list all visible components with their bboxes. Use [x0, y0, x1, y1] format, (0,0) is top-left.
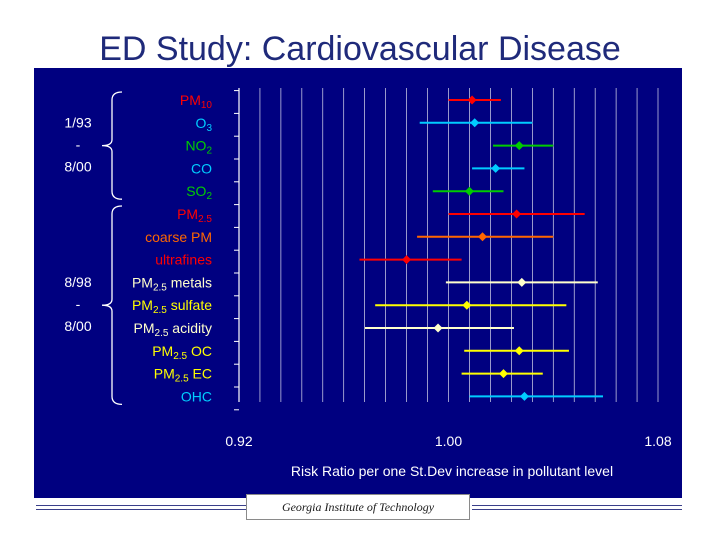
estimate-marker	[514, 141, 524, 151]
x-tick-labels: 0.92 1.00 1.08	[225, 433, 671, 449]
row-label: O3	[196, 115, 213, 134]
axes	[234, 88, 240, 411]
estimate-marker	[467, 95, 477, 105]
row-labels: PM10 O3 NO2 CO SO2 PM2.5 coarse PM ultrafines PM…	[132, 92, 212, 404]
estimate-marker	[498, 369, 508, 379]
row-label: PM2.5 EC	[154, 366, 212, 385]
row-label: NO2	[185, 138, 212, 157]
footer-logo: Georgia Institute of Technology	[246, 494, 470, 520]
group-date-label: 8/00	[64, 159, 91, 175]
slide-title: ED Study: Cardiovascular Disease	[99, 30, 621, 68]
group-date-label: 8/98	[64, 274, 91, 290]
estimate-marker	[512, 209, 522, 219]
group-date-label: -	[76, 137, 81, 153]
estimate-marker	[519, 391, 529, 401]
estimate-marker	[517, 277, 527, 287]
group-brace	[101, 91, 123, 200]
estimate-marker	[462, 300, 472, 310]
estimate-marker	[478, 232, 488, 242]
row-label: ultrafines	[155, 252, 212, 268]
row-label: PM2.5 OC	[152, 343, 212, 362]
estimate-marker	[464, 186, 474, 196]
x-tick-label: 0.92	[225, 433, 252, 449]
row-label: PM10	[180, 92, 213, 111]
row-label: SO2	[186, 183, 212, 202]
footer-rule-left	[36, 505, 246, 510]
row-label: coarse PM	[145, 229, 212, 245]
group-date-label: -	[76, 296, 81, 312]
group-date-label: 1/93	[64, 115, 91, 131]
estimate-marker	[470, 118, 480, 128]
estimate-marker	[491, 163, 501, 173]
estimate-marker	[402, 255, 412, 265]
group-brace	[101, 205, 123, 406]
x-axis-label: Risk Ratio per one St.Dev increase in po…	[291, 463, 613, 479]
group-braces: 1/93 - 8/00 8/98 - 8/00	[64, 91, 123, 406]
x-tick-label: 1.00	[435, 433, 462, 449]
row-label: CO	[191, 160, 212, 176]
row-label: PM2.5 sulfate	[132, 297, 212, 316]
row-label: PM2.5 metals	[132, 274, 212, 293]
confidence-intervals	[359, 95, 604, 401]
estimate-marker	[514, 346, 524, 356]
row-label: PM2.5	[177, 206, 212, 225]
row-label: OHC	[181, 388, 212, 404]
row-label: PM2.5 acidity	[134, 320, 212, 339]
footer-rule-right	[472, 505, 682, 510]
x-tick-label: 1.08	[644, 433, 671, 449]
grid-lines	[259, 88, 659, 402]
estimate-marker	[433, 323, 443, 333]
group-date-label: 8/00	[64, 318, 91, 334]
